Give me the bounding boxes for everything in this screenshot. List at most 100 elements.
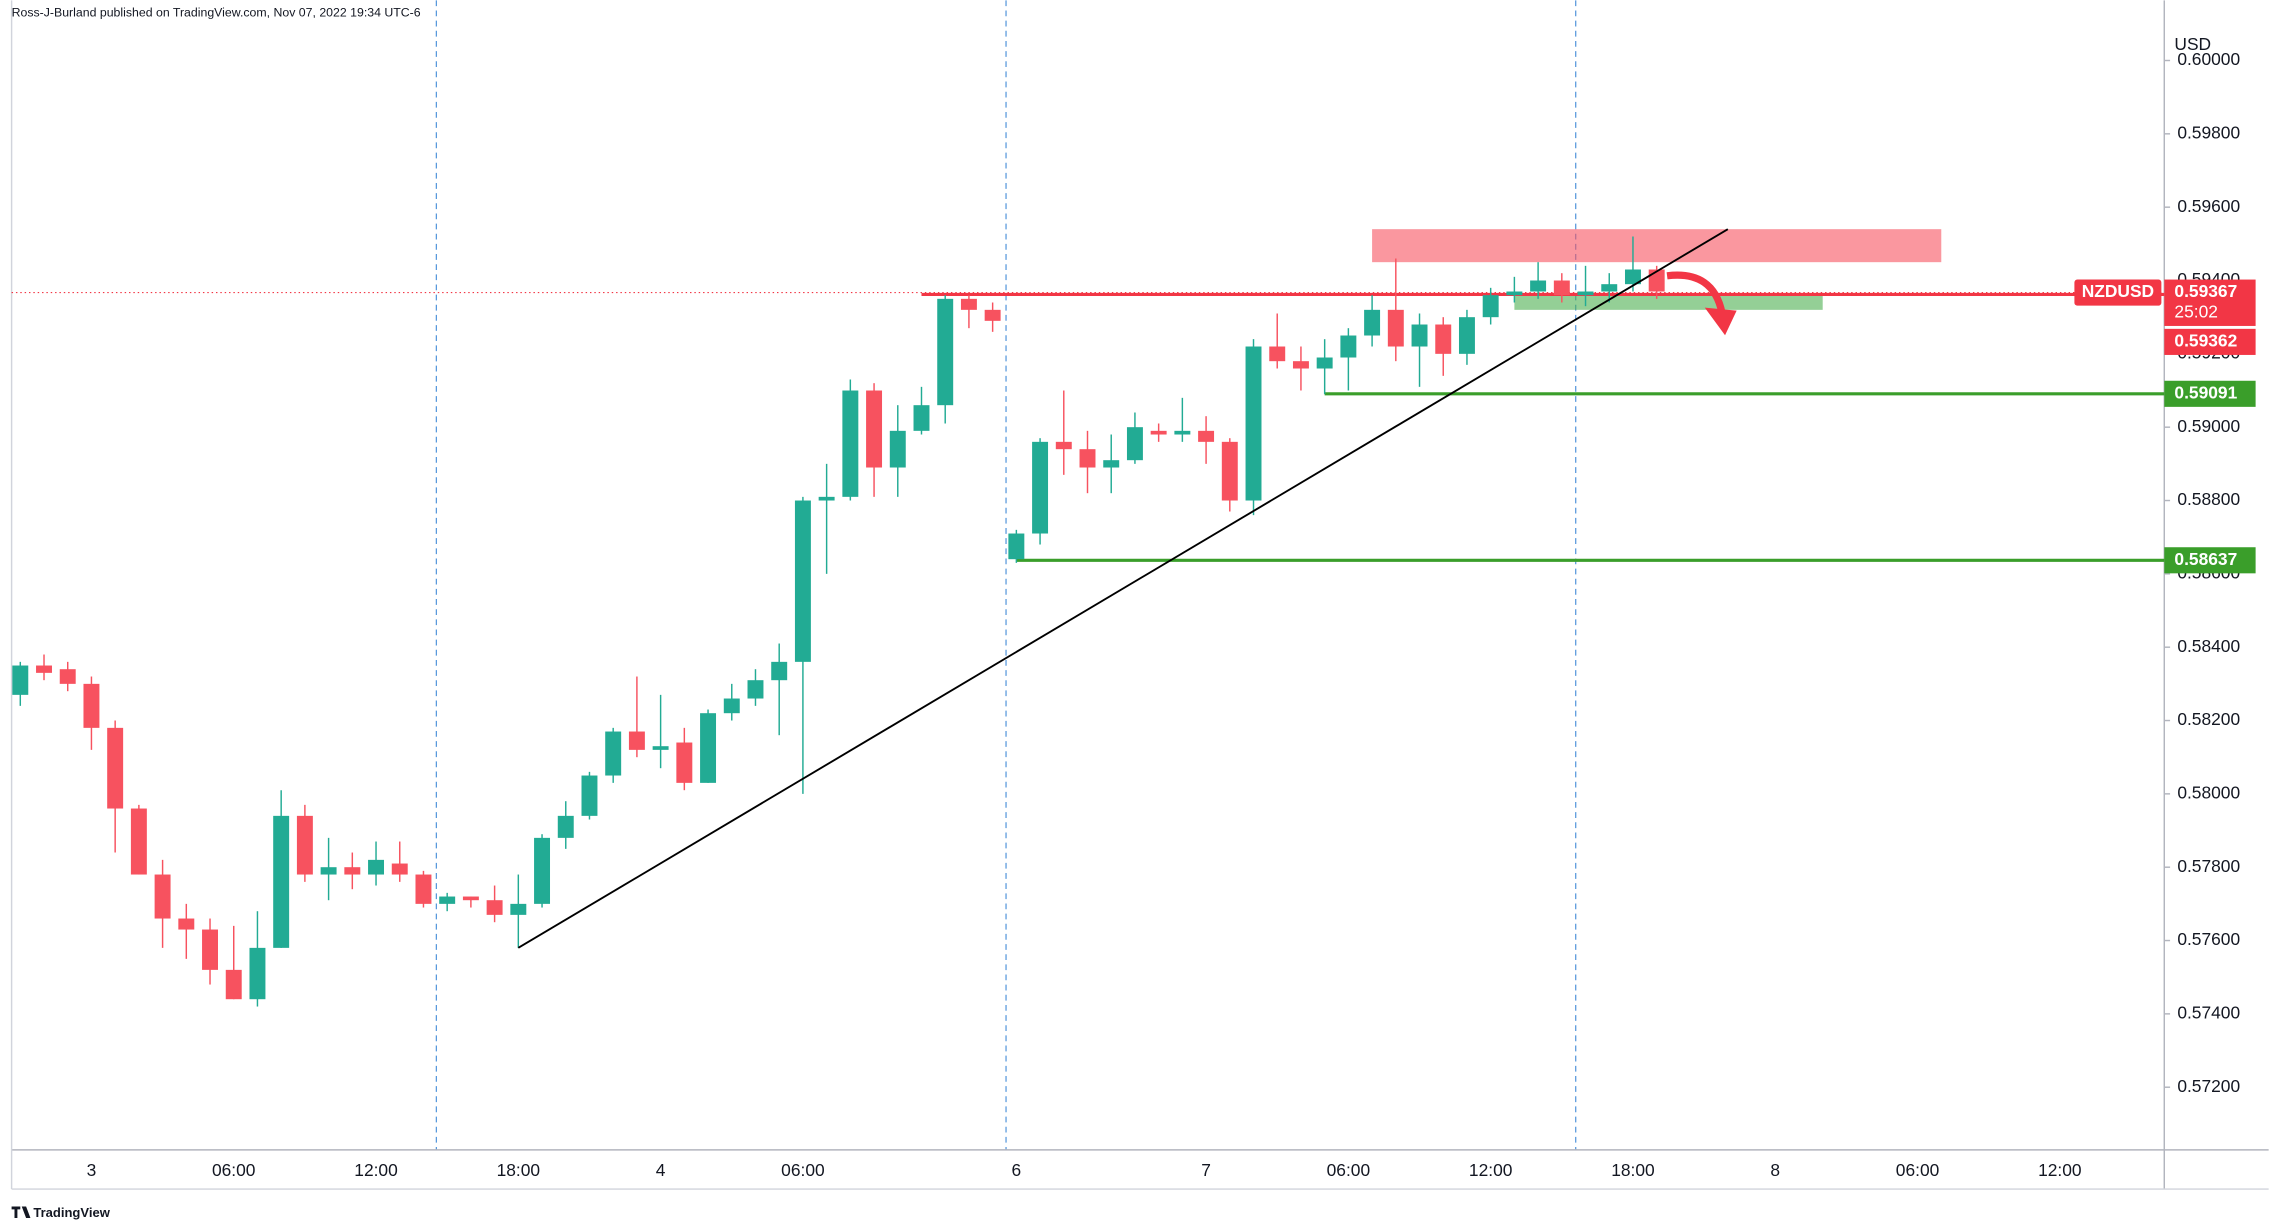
candle-body [107, 727, 124, 809]
price-tag [2164, 380, 2256, 407]
candle-body [1269, 346, 1286, 362]
candle-body [1435, 324, 1452, 354]
y-tick-label: 0.59000 [2177, 416, 2240, 436]
candle-body [1079, 449, 1096, 468]
candle-body [249, 947, 266, 1000]
candle-body [771, 661, 788, 681]
x-tick-label: 12:00 [2038, 1160, 2081, 1180]
candle-body [1577, 291, 1594, 296]
candle-body [391, 863, 408, 875]
plot: 0.57200 0.57400 0.57600 0.57800 0.58000 0.582… [11, 49, 2240, 1180]
watermark-logo: TradingView [11, 1205, 111, 1220]
price-tag-label: 0.59362 [2174, 330, 2237, 350]
candle-body [1387, 309, 1404, 347]
candle-body [1198, 430, 1215, 442]
price-tag [2164, 328, 2256, 355]
x-tick-label: 12:00 [354, 1160, 397, 1180]
x-tick-label: 06:00 [212, 1160, 255, 1180]
candle-body [320, 867, 337, 875]
candle-body [1055, 441, 1072, 450]
x-tick-label: 6 [1012, 1160, 1022, 1180]
candle-body [202, 929, 218, 970]
candle-body [130, 808, 147, 875]
candle-body [12, 665, 29, 695]
candle-body [1624, 269, 1641, 285]
candle-body [1126, 427, 1143, 461]
symbol-tag [2074, 279, 2162, 306]
candle-body [1174, 430, 1191, 435]
x-tick-label: 06:00 [781, 1160, 824, 1180]
candle-body [178, 918, 195, 930]
y-tick-label: 0.58000 [2177, 782, 2240, 802]
x-tick-label: 12:00 [1469, 1160, 1512, 1180]
zone [1372, 229, 1942, 263]
y-tick-label: 0.58400 [2177, 636, 2240, 656]
candle-body [581, 775, 598, 816]
candle-body [984, 309, 1001, 321]
y-tick-label: 0.59800 [2177, 122, 2240, 142]
candle-body [344, 867, 361, 875]
candle-body [747, 680, 764, 699]
x-tick-label: 18:00 [1611, 1160, 1654, 1180]
candle-body [937, 298, 954, 406]
candle-body [1103, 460, 1120, 468]
candle-body [605, 731, 622, 776]
candle-body [628, 731, 645, 750]
y-tick-label: 0.57800 [2177, 856, 2240, 876]
price-tag-label: 0.59367 [2174, 281, 2237, 301]
candle-body [700, 713, 717, 783]
candle-body [842, 390, 859, 497]
x-tick-label: 06:00 [1896, 1160, 1939, 1180]
x-tick-label: 3 [87, 1160, 97, 1180]
y-tick-label: 0.57200 [2177, 1076, 2240, 1096]
x-tick-label: 18:00 [497, 1160, 540, 1180]
candle-body [1530, 280, 1547, 292]
y-tick-label: 0.58200 [2177, 709, 2240, 729]
y-tick-label: 0.60000 [2177, 49, 2240, 69]
candle-body [1482, 295, 1499, 318]
candle-body [1340, 335, 1357, 358]
watermark: TradingView [33, 1205, 110, 1220]
trendline [517, 228, 1729, 949]
y-tick-label: 0.59600 [2177, 196, 2240, 216]
price-tag [2164, 547, 2256, 574]
price-tag [2164, 279, 2256, 326]
price-tag-label: 0.59091 [2174, 382, 2237, 402]
candle-body [534, 837, 551, 904]
y-tick-label: 0.58800 [2177, 489, 2240, 509]
candle-body [889, 430, 906, 468]
candle-body [59, 669, 76, 684]
candle-body [676, 742, 693, 783]
x-tick-label: 8 [1770, 1160, 1780, 1180]
candle-body [866, 390, 883, 468]
attribution: Ross-J-Burland published on TradingView.… [12, 6, 421, 20]
candle-body [652, 746, 669, 750]
candle-body [415, 874, 432, 904]
candle-body [913, 405, 930, 431]
arrow-head [1704, 307, 1737, 336]
candle-body [225, 969, 242, 1000]
candle-body [486, 900, 503, 915]
arrow-curve [1666, 271, 1726, 315]
candle-body [794, 500, 811, 662]
candle-body [818, 496, 835, 501]
candle-body [1364, 309, 1381, 336]
price-tag-label: 0.58637 [2174, 549, 2237, 569]
candle-body [154, 874, 171, 919]
candle-body [462, 896, 479, 901]
x-tick-label: 7 [1201, 1160, 1211, 1180]
y-tick-label: 0.57400 [2177, 1002, 2240, 1022]
candle-body [1032, 441, 1049, 534]
candle-body [960, 298, 977, 310]
y-axis-unit: USD [2174, 34, 2211, 54]
candle-body [1008, 533, 1025, 560]
y-tick-label: 0.57600 [2177, 929, 2240, 949]
countdown: 25:02 [2174, 301, 2217, 321]
candle-body [1648, 269, 1665, 292]
zone [1514, 295, 1823, 310]
candle-body [1411, 324, 1428, 347]
